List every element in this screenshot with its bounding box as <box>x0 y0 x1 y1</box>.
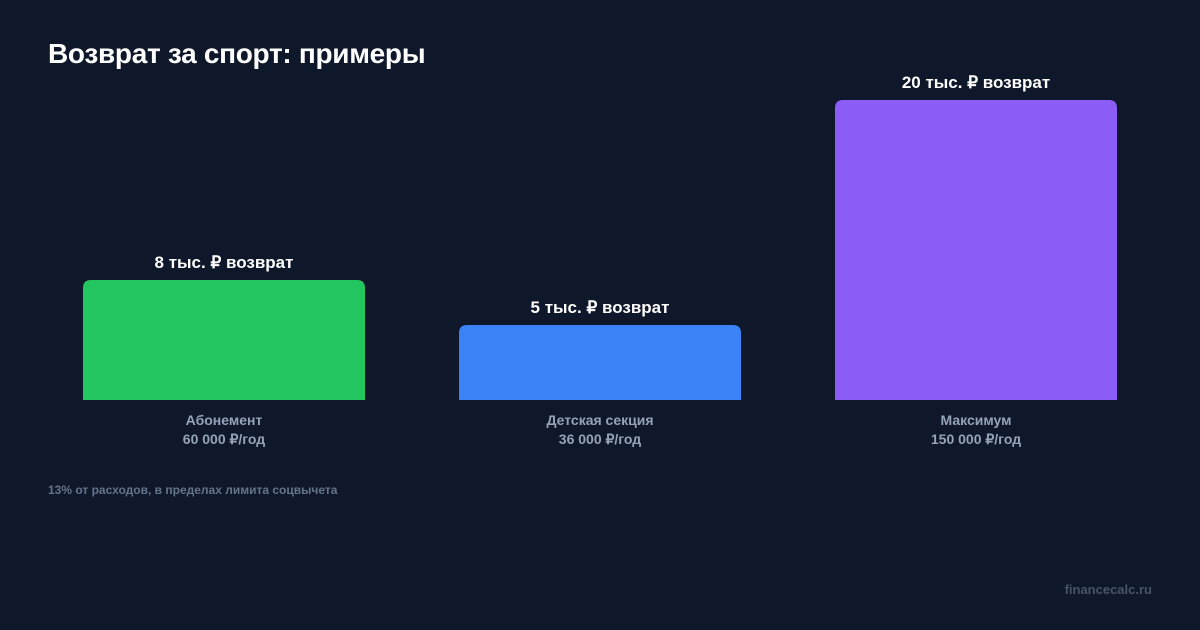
bar-value-label-3: 20 тыс. ₽ возврат <box>902 73 1050 92</box>
footnote: 13% от расходов, в пределах лимита соцвы… <box>48 483 338 497</box>
category-sublabel-1: 60 000 ₽/год <box>183 431 266 447</box>
bar-value-label-2: 5 тыс. ₽ возврат <box>531 298 670 317</box>
category-label-1: Абонемент <box>186 412 263 428</box>
category-sublabel-2: 36 000 ₽/год <box>559 431 642 447</box>
bar-1 <box>83 280 365 400</box>
bar-value-label-1: 8 тыс. ₽ возврат <box>155 253 294 272</box>
bar-2 <box>459 325 741 400</box>
category-label-3: Максимум <box>941 412 1012 428</box>
category-label-2: Детская секция <box>546 412 653 428</box>
site-name: financecalc.ru <box>1064 582 1152 597</box>
chart-title: Возврат за спорт: примеры <box>48 38 426 69</box>
bar-3 <box>835 100 1117 400</box>
category-sublabel-3: 150 000 ₽/год <box>931 431 1021 447</box>
